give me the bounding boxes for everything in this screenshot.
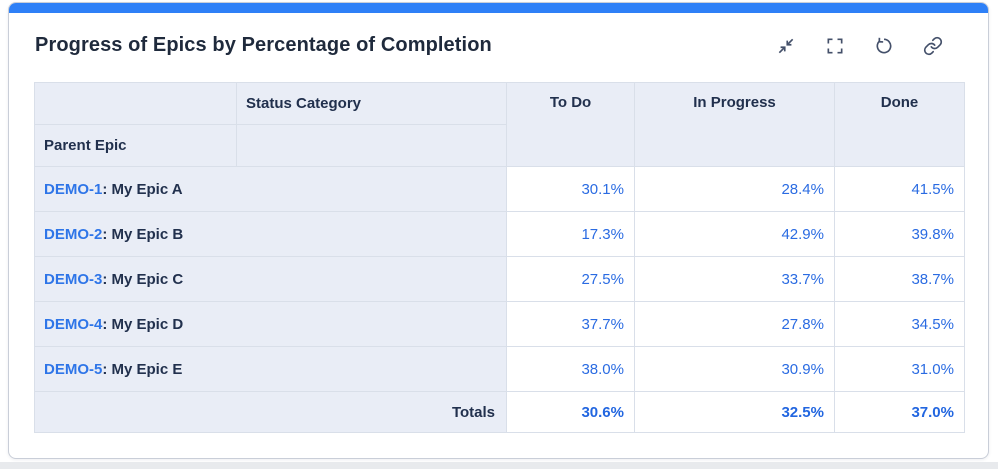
done-value: 41.5%: [834, 166, 965, 212]
column-header-done: Done: [834, 82, 965, 167]
epic-link[interactable]: DEMO-4: [44, 315, 103, 333]
widget-header: Progress of Epics by Percentage of Compl…: [35, 34, 944, 57]
column-axis-label: Status Category: [236, 82, 507, 125]
refresh-icon: [876, 37, 892, 53]
totals-done-value: 37.0%: [834, 391, 965, 433]
epic-link[interactable]: DEMO-1: [44, 180, 103, 198]
in-progress-value: 27.8%: [634, 301, 835, 347]
in-progress-value: 33.7%: [634, 256, 835, 302]
header-blank-cell: [236, 124, 507, 167]
epic-label-cell: DEMO-3: My Epic C: [34, 256, 507, 302]
todo-value: 37.7%: [506, 301, 635, 347]
done-value: 38.7%: [834, 256, 965, 302]
widget-title: Progress of Epics by Percentage of Compl…: [35, 34, 492, 56]
epic-progress-widget: Progress of Epics by Percentage of Compl…: [8, 2, 989, 459]
header-row-parent-epic: Parent Epic: [34, 124, 965, 167]
column-header-todo: To Do: [506, 82, 635, 167]
totals-todo-value: 30.6%: [506, 391, 635, 433]
done-value: 31.0%: [834, 346, 965, 392]
table-row: DEMO-4: My Epic D 37.7% 27.8% 34.5%: [34, 301, 965, 347]
epic-link[interactable]: DEMO-3: [44, 270, 103, 288]
epic-link[interactable]: DEMO-5: [44, 360, 103, 378]
table-row: DEMO-2: My Epic B 17.3% 42.9% 39.8%: [34, 211, 965, 257]
totals-in-progress-value: 32.5%: [634, 391, 835, 433]
collapse-button[interactable]: [775, 35, 797, 57]
todo-value: 27.5%: [506, 256, 635, 302]
todo-value: 38.0%: [506, 346, 635, 392]
widget-toolbar: [775, 35, 944, 57]
epic-progress-table: Status Category To Do In Progress Done P…: [34, 82, 965, 433]
table-row: DEMO-1: My Epic A 30.1% 28.4% 41.5%: [34, 166, 965, 212]
link-icon: [923, 36, 943, 55]
epic-label-cell: DEMO-4: My Epic D: [34, 301, 507, 347]
todo-value: 30.1%: [506, 166, 635, 212]
in-progress-value: 28.4%: [634, 166, 835, 212]
header-row-status-category: Status Category To Do In Progress Done: [34, 82, 965, 167]
todo-value: 17.3%: [506, 211, 635, 257]
done-value: 39.8%: [834, 211, 965, 257]
totals-label: Totals: [34, 391, 507, 433]
in-progress-value: 30.9%: [634, 346, 835, 392]
epic-label-cell: DEMO-1: My Epic A: [34, 166, 507, 212]
row-axis-label: Parent Epic: [34, 124, 237, 167]
in-progress-value: 42.9%: [634, 211, 835, 257]
fullscreen-button[interactable]: [824, 35, 846, 57]
epic-link[interactable]: DEMO-2: [44, 225, 103, 243]
table-row: DEMO-3: My Epic C 27.5% 33.7% 38.7%: [34, 256, 965, 302]
copy-link-button[interactable]: [922, 35, 944, 57]
header-blank-cell: [34, 82, 237, 125]
epic-name: : My Epic E: [102, 360, 183, 378]
epic-label-cell: DEMO-2: My Epic B: [34, 211, 507, 257]
page-bottom-strip: [0, 462, 998, 469]
epic-name: : My Epic C: [102, 270, 184, 288]
epic-name: : My Epic A: [102, 180, 183, 198]
table-row: DEMO-5: My Epic E 38.0% 30.9% 31.0%: [34, 346, 965, 392]
done-value: 34.5%: [834, 301, 965, 347]
accent-bar: [9, 3, 988, 13]
epic-label-cell: DEMO-5: My Epic E: [34, 346, 507, 392]
column-header-in-progress: In Progress: [634, 82, 835, 167]
totals-row: Totals 30.6% 32.5% 37.0%: [34, 391, 965, 433]
collapse-icon: [778, 38, 794, 53]
fullscreen-icon: [827, 38, 843, 53]
epic-name: : My Epic D: [102, 315, 184, 333]
refresh-button[interactable]: [873, 35, 895, 57]
epic-name: : My Epic B: [102, 225, 184, 243]
